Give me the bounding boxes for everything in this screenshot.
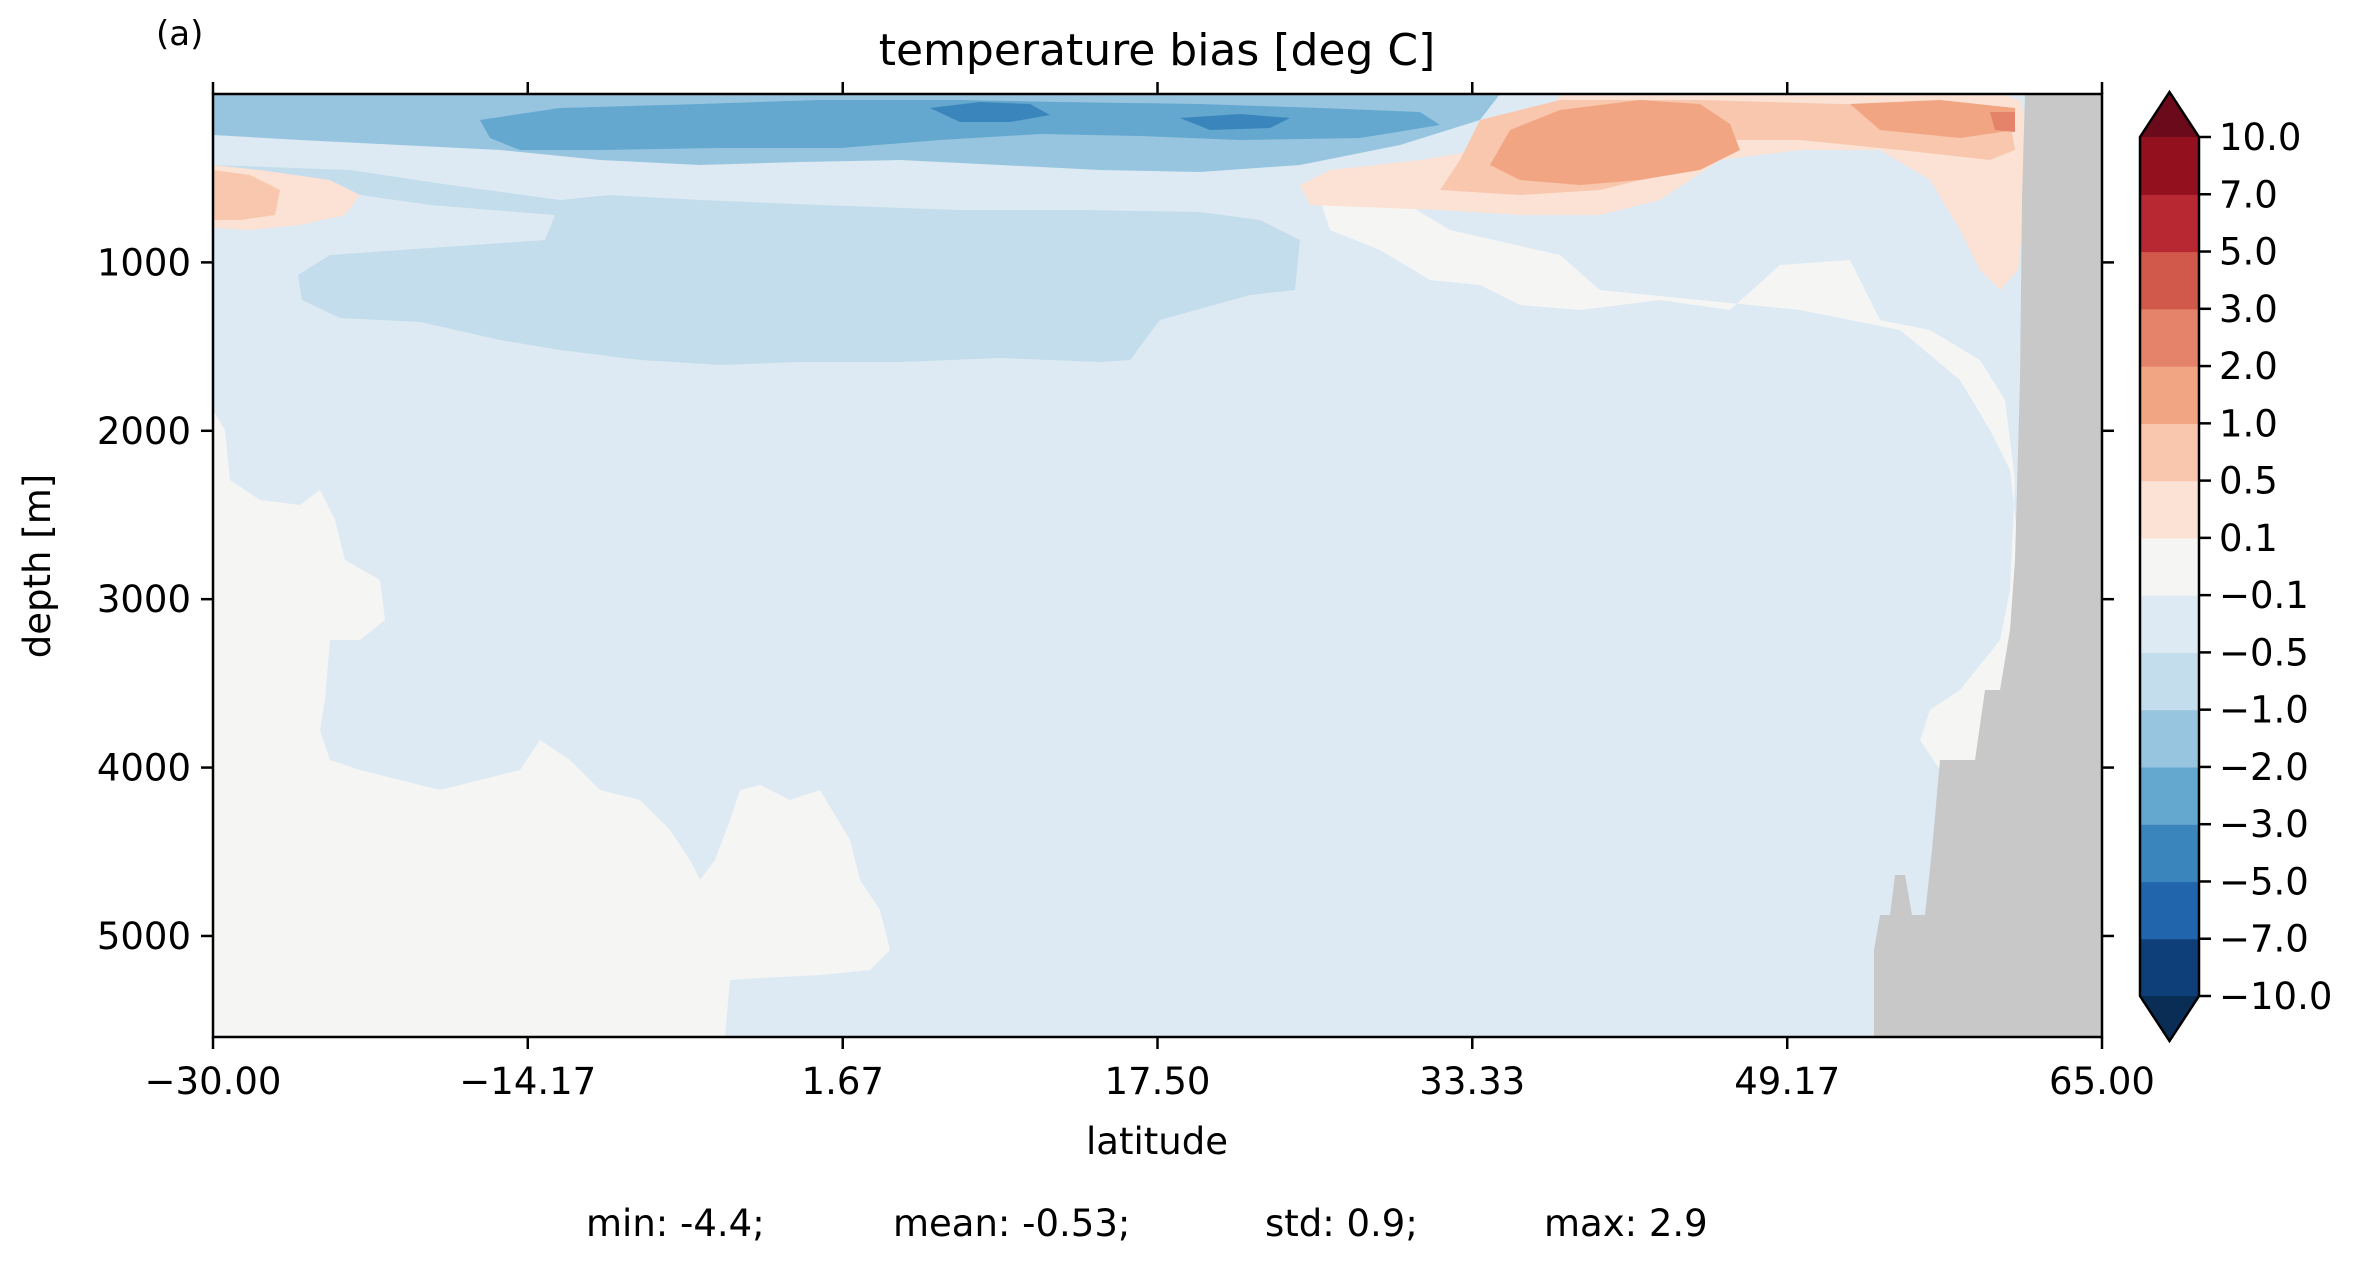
- colorbar-tick-label: −1.0: [2219, 689, 2309, 732]
- y-tick-label: 1000: [97, 241, 191, 284]
- contour-band-warm-north-1.0: [1490, 100, 1740, 185]
- y-axis: 1000 2000 3000 4000 5000: [97, 241, 2114, 958]
- colorbar: 10.0 7.0 5.0 3.0 2.0 1.0 0.5 0.1 −0.1 −0.5 −1.0 −2.…: [2138, 89, 2332, 1044]
- stat-max: max: 2.9: [1544, 1202, 1708, 1245]
- x-axis-label: latitude: [1086, 1120, 1228, 1163]
- y-tick-label: 4000: [97, 747, 191, 790]
- y-tick-label: 3000: [97, 578, 191, 621]
- x-tick-label: −14.17: [459, 1060, 596, 1103]
- x-tick-label: 49.17: [1734, 1060, 1840, 1103]
- plot-area: −30.00 −14.17 1.67 17.50 33.33 49.17 65.00 100…: [97, 82, 2155, 1103]
- colorbar-segment: [2140, 194, 2199, 253]
- colorbar-tick-label: 3.0: [2219, 288, 2278, 331]
- colorbar-extend-high: [2140, 92, 2199, 137]
- panel-label: (a): [156, 14, 203, 54]
- colorbar-segment: [2140, 824, 2199, 883]
- colorbar-tick-label: 0.5: [2219, 460, 2278, 503]
- x-tick-label: −30.00: [145, 1060, 282, 1103]
- colorbar-tick-label: 1.0: [2219, 402, 2278, 445]
- stat-mean: mean: -0.53;: [893, 1202, 1130, 1245]
- colorbar-tick-label: 2.0: [2219, 345, 2278, 388]
- chart-title: temperature bias [deg C]: [879, 25, 1436, 76]
- colorbar-tick-label: −2.0: [2219, 746, 2309, 789]
- stat-min: min: -4.4;: [586, 1202, 765, 1245]
- colorbar-tick-label: −10.0: [2219, 975, 2332, 1018]
- contour-band-near-zero-north: [1320, 200, 2020, 770]
- land-mask: [1874, 94, 2102, 1037]
- contour-band-minus-3.0: [480, 100, 1440, 150]
- y-axis-label: depth [m]: [16, 474, 59, 658]
- contour-field: [213, 94, 2102, 1037]
- colorbar-segment: [2140, 137, 2199, 195]
- colorbar-segment: [2140, 766, 2199, 825]
- x-tick-label: 33.33: [1419, 1060, 1525, 1103]
- stats-line: min: -4.4; mean: -0.53; std: 0.9; max: 2…: [586, 1202, 1708, 1245]
- contour-band-minus-1.0: [213, 165, 1300, 365]
- stat-std: std: 0.9;: [1265, 1202, 1418, 1245]
- y-tick-label: 5000: [97, 915, 191, 958]
- x-axis: −30.00 −14.17 1.67 17.50 33.33 49.17 65.00: [145, 82, 2155, 1103]
- contour-band-near-zero-south: [213, 410, 890, 1037]
- colorbar-segment: [2140, 709, 2199, 768]
- colorbar-tick-label: −7.0: [2219, 918, 2309, 961]
- contour-band-warm-north-1.0-b: [1850, 100, 2015, 138]
- colorbar-segment: [2140, 595, 2199, 653]
- colorbar-tick-label: −3.0: [2219, 803, 2309, 846]
- colorbar-segment: [2140, 938, 2199, 997]
- contour-band-warm-north-2.0: [1990, 112, 2015, 132]
- colorbar-segment: [2140, 881, 2199, 940]
- x-tick-label: 17.50: [1105, 1060, 1211, 1103]
- colorbar-tick-label: −0.5: [2219, 631, 2309, 674]
- colorbar-tick-label: −0.1: [2219, 574, 2309, 617]
- y-tick-label: 2000: [97, 410, 191, 453]
- x-tick-label: 1.67: [802, 1060, 884, 1103]
- x-tick-label: 65.00: [2049, 1060, 2155, 1103]
- contour-band-minus-5.0: [930, 102, 1050, 122]
- contour-band-minus-5.0-b: [1180, 114, 1290, 130]
- colorbar-segment: [2140, 537, 2199, 596]
- colorbar-tick-label: −5.0: [2219, 860, 2309, 903]
- colorbar-segment: [2140, 251, 2199, 310]
- colorbar-segment: [2140, 423, 2199, 482]
- colorbar-tick-label: 0.1: [2219, 517, 2278, 560]
- colorbar-segment: [2140, 366, 2199, 424]
- colorbar-segment: [2140, 308, 2199, 367]
- contour-band-warm-south-0.5: [213, 170, 280, 220]
- colorbar-extend-low: [2140, 996, 2199, 1041]
- colorbar-segment: [2140, 652, 2199, 711]
- colorbar-tick-label: 10.0: [2219, 116, 2301, 159]
- colorbar-segment: [2140, 480, 2199, 539]
- colorbar-tick-label: 7.0: [2219, 173, 2278, 216]
- colorbar-tick-label: 5.0: [2219, 231, 2278, 274]
